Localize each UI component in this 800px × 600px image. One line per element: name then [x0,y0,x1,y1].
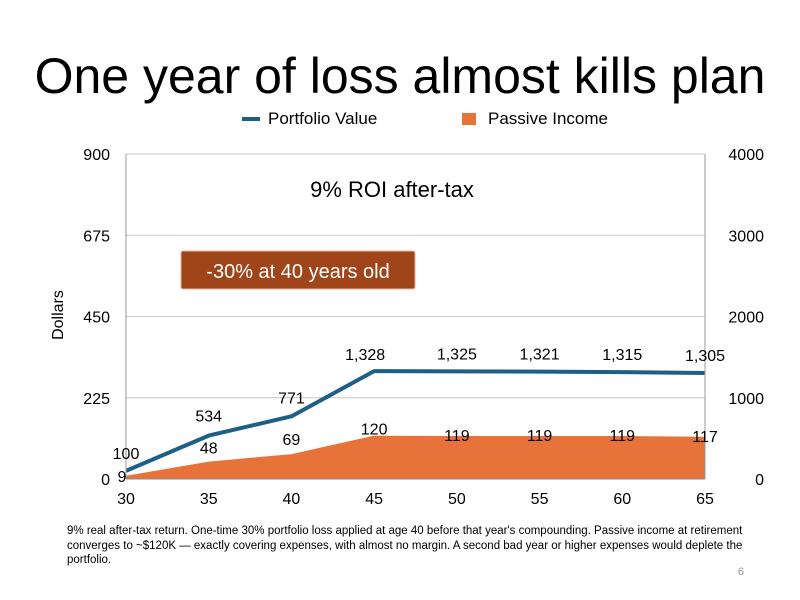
legend-label-passive: Passive Income [488,109,608,128]
x-tick-label: 35 [200,491,218,508]
y-right-tick-label: 4000 [728,147,764,164]
x-tick-label: 60 [613,491,631,508]
portfolio-data-label: 1,325 [437,346,477,363]
y-left-tick-label: 900 [83,147,110,164]
portfolio-value-line [125,369,706,473]
x-tick-label: 30 [117,491,135,508]
x-tick-label: 65 [696,491,714,508]
y-left-tick-label: 0 [101,472,110,489]
annotation-box [180,250,416,290]
passive-income-data-label: 120 [361,422,388,439]
chart-legend: Portfolio Value Passive Income [0,109,800,133]
y-axis-label: Dollars [50,290,67,340]
portfolio-data-label: 1,305 [685,348,725,365]
x-tick-label: 40 [283,491,301,508]
legend-label-portfolio: Portfolio Value [268,109,378,128]
y-left-tick-label: 450 [83,310,110,327]
portfolio-data-label: 534 [195,409,222,426]
portfolio-data-label: 100 [113,446,140,463]
passive-income-area [126,435,705,479]
portfolio-data-label: 1,321 [520,347,560,364]
legend-item-portfolio: Portfolio Value [242,109,377,129]
chart-inner-title: 9% ROI after-tax [310,177,474,202]
passive-income-data-label: 119 [444,428,470,445]
slide-title: One year of loss almost kills plan [34,48,766,104]
y-right-tick-label: 1000 [728,391,764,408]
y-right-tick-label: 3000 [728,228,764,245]
area-line-chart: 0 225 450 675 900 0 1000 2000 3000 4000 30 35 40 45 50… [50,147,764,508]
y-right-tick-label: 0 [755,472,764,489]
x-tick-label: 55 [531,491,549,508]
portfolio-data-label: 1,315 [602,347,642,364]
x-tick-label: 45 [365,491,383,508]
portfolio-data-label: 771 [278,390,305,407]
passive-income-data-label: 9 [118,469,127,486]
footnote: 9% real after-tax return. One-time 30% p… [67,525,743,566]
legend-item-passive: Passive Income [462,109,608,129]
annotation-text: -30% at 40 years old [206,261,389,283]
passive-income-data-label: 117 [692,429,718,446]
passive-income-data-label: 48 [200,441,218,458]
x-tick-label: 50 [448,491,466,508]
portfolio-data-label: 1,328 [345,347,385,364]
legend-box-swatch [462,113,476,125]
passive-income-data-label: 119 [527,428,553,445]
y-right-tick-label: 2000 [728,310,764,327]
y-left-tick-label: 225 [83,391,110,408]
annotation-callout: -30% at 40 years old [180,250,416,290]
page-number: 6 [737,566,744,578]
passive-income-data-label: 69 [283,432,301,449]
passive-income-data-label: 119 [610,428,636,445]
y-left-tick-label: 675 [83,228,110,245]
legend-line-swatch [242,117,260,121]
